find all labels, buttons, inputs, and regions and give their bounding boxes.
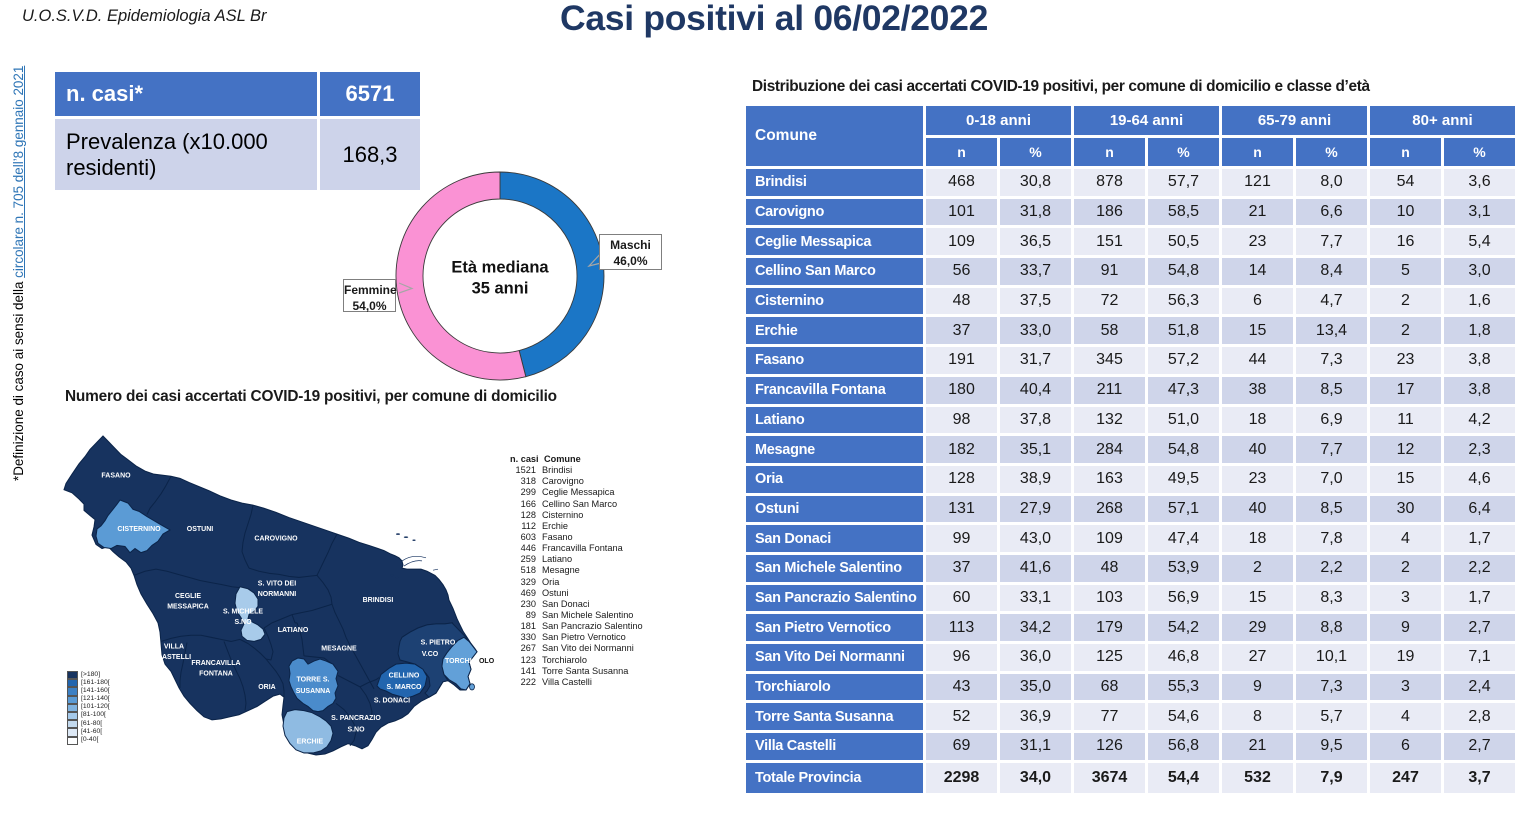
svg-text:S.NO: S.NO [347, 725, 365, 733]
svg-text:CELLINO: CELLINO [389, 671, 420, 679]
svg-text:FONTANA: FONTANA [199, 669, 233, 677]
svg-text:ORIA: ORIA [258, 683, 275, 691]
svg-text:OSTUNI: OSTUNI [187, 525, 213, 533]
svg-text:V.CO: V.CO [422, 650, 439, 658]
svg-text:OLO: OLO [479, 657, 495, 665]
svg-text:Età mediana: Età mediana [451, 259, 549, 277]
svg-text:FRANCAVILLA: FRANCAVILLA [191, 659, 240, 667]
svg-text:SUSANNA: SUSANNA [296, 687, 331, 695]
svg-text:S. PIETRO: S. PIETRO [421, 638, 456, 646]
svg-text:S. DONACI: S. DONACI [374, 696, 410, 704]
svg-text:ERCHIE: ERCHIE [297, 738, 324, 746]
svg-text:S. PANCRAZIO: S. PANCRAZIO [331, 714, 381, 722]
svg-text:S. VITO DEI: S. VITO DEI [258, 580, 296, 588]
svg-text:CISTERNINO: CISTERNINO [117, 525, 161, 533]
svg-text:TORRE S.: TORRE S. [297, 676, 330, 684]
svg-text:LATIANO: LATIANO [278, 626, 309, 634]
svg-text:BRINDISI: BRINDISI [363, 596, 394, 604]
svg-text:35 anni: 35 anni [472, 280, 529, 298]
svg-text:CASTELLI: CASTELLI [157, 653, 191, 661]
svg-text:S. MICHELE: S. MICHELE [223, 607, 263, 615]
svg-text:MESAGNE: MESAGNE [321, 645, 357, 653]
svg-text:FASANO: FASANO [101, 471, 131, 479]
svg-text:MESSAPICA: MESSAPICA [167, 602, 209, 610]
svg-text:TORCHIAR: TORCHIAR [445, 657, 482, 665]
svg-text:NORMANNI: NORMANNI [258, 590, 296, 598]
svg-text:CEGLIE: CEGLIE [175, 592, 201, 600]
svg-text:CAROVIGNO: CAROVIGNO [254, 534, 298, 542]
svg-text:S. MARCO: S. MARCO [387, 683, 422, 691]
svg-text:VILLA: VILLA [164, 643, 184, 651]
svg-text:S.NO: S.NO [234, 618, 252, 626]
